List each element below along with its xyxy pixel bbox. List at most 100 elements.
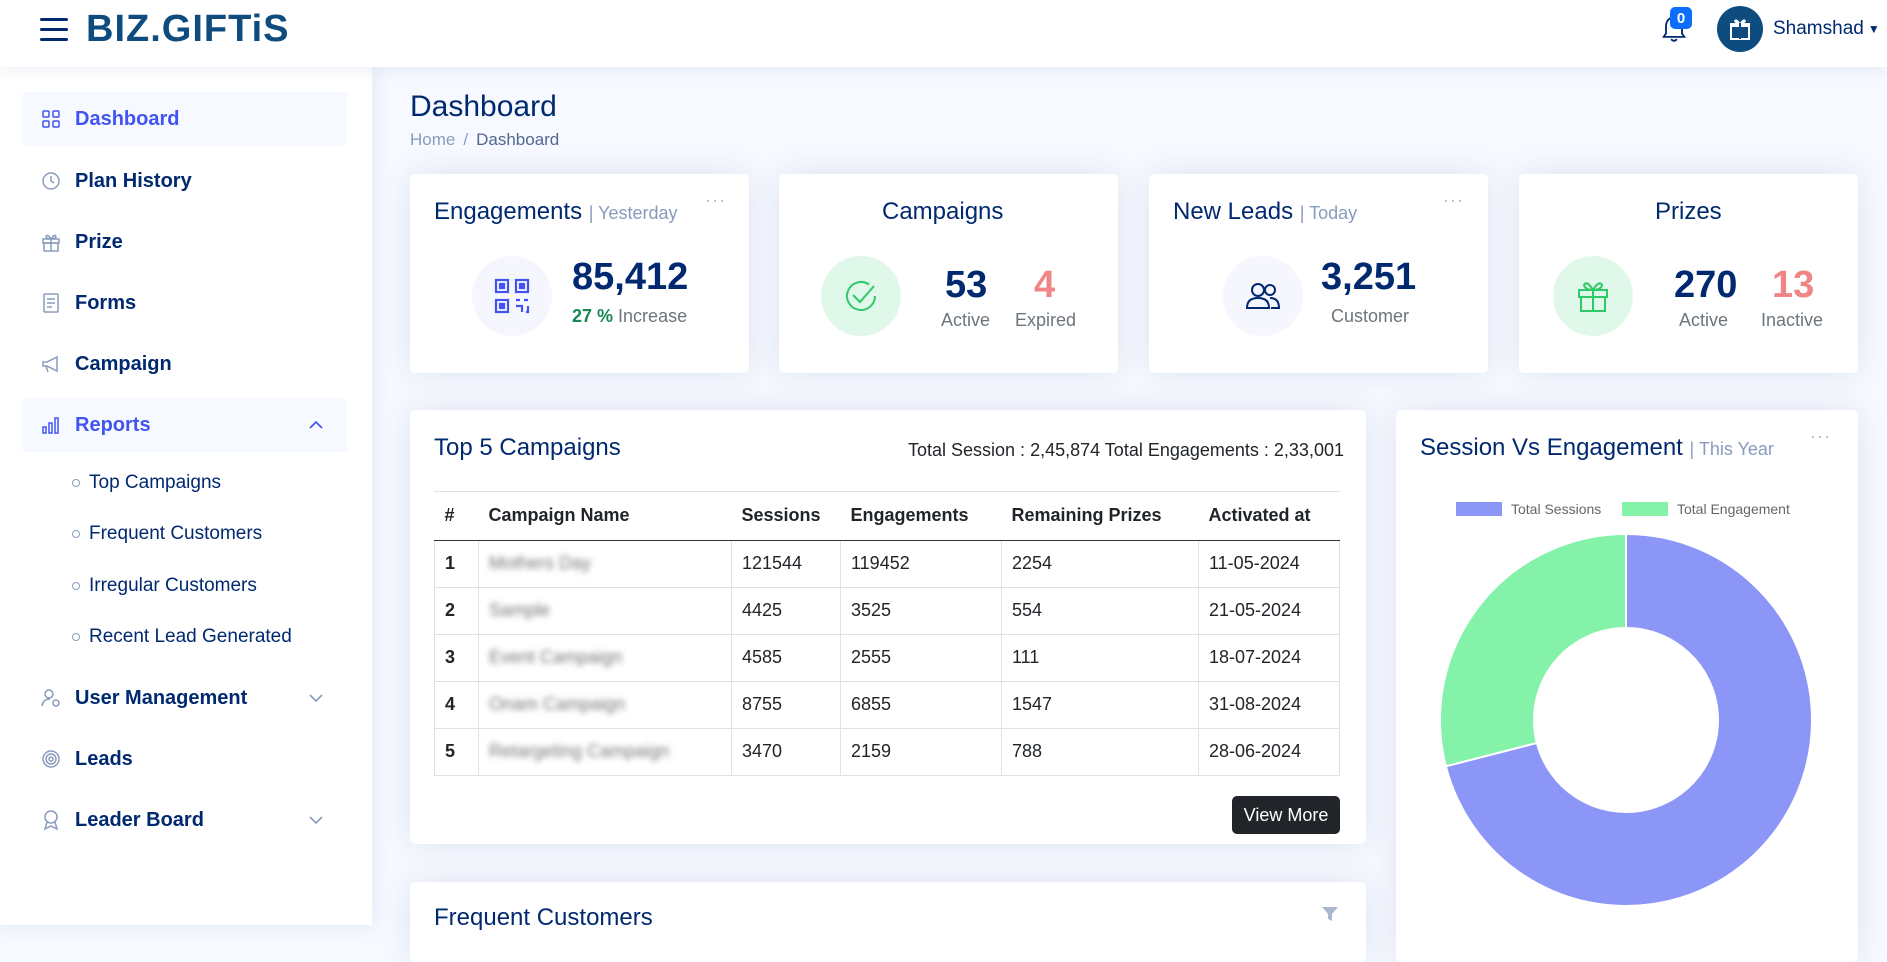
- avatar[interactable]: [1717, 6, 1763, 52]
- activated-at: 21-05-2024: [1198, 586, 1340, 635]
- prizes-inactive-label: Inactive: [1761, 310, 1824, 330]
- sidebar-item-reports[interactable]: Reports: [22, 398, 347, 452]
- sidebar-item-label: User Management: [75, 686, 248, 709]
- card-title: Engagements | Yesterday: [434, 198, 678, 226]
- activated-at: 31-08-2024: [1198, 680, 1340, 729]
- sidebar-subitem-label: Recent Lead Generated: [89, 626, 292, 647]
- column-header: Engagements: [840, 492, 1002, 541]
- sidebar-item-forms[interactable]: Forms: [22, 276, 347, 330]
- breadcrumb-home[interactable]: Home: [410, 130, 456, 149]
- megaphone-icon: [40, 353, 62, 375]
- more-options-icon[interactable]: ···: [705, 190, 726, 210]
- row-number: 1: [434, 539, 479, 588]
- caret-down-icon: ▼: [1867, 21, 1880, 36]
- target-icon: [40, 748, 62, 770]
- engagements-change-label: Increase: [618, 306, 688, 326]
- table-row: 3 Event Campaign 4585 2555 111 18-07-202…: [434, 633, 1340, 682]
- breadcrumb-current: Dashboard: [476, 130, 560, 149]
- card-title-text: Engagements: [434, 198, 583, 225]
- circle-icon: [72, 530, 80, 538]
- user-name: Shamshad: [1773, 18, 1864, 39]
- table-row: 1 Mothers Day 121544 119452 2254 11-05-2…: [434, 539, 1340, 588]
- sidebar-item-label: Reports: [75, 413, 151, 436]
- row-number: 4: [434, 680, 479, 729]
- sidebar-item-prize[interactable]: Prize: [22, 215, 347, 269]
- top-campaigns-table: # Campaign Name Sessions Engagements Rem…: [434, 492, 1340, 776]
- activated-at: 28-06-2024: [1198, 727, 1340, 776]
- check-circle-icon: [821, 256, 901, 336]
- campaigns-active-label: Active: [941, 310, 991, 330]
- sidebar-item-label: Dashboard: [75, 107, 180, 130]
- sidebar-item-leads[interactable]: Leads: [22, 732, 347, 786]
- sidebar-item-dashboard[interactable]: Dashboard: [22, 92, 347, 146]
- session-engagement-card: Session Vs Engagement | This Year ··· To…: [1396, 410, 1858, 962]
- card-subtitle: | Today: [1299, 203, 1358, 223]
- prizes-active-label: Active: [1679, 310, 1729, 330]
- filter-icon[interactable]: [1320, 904, 1340, 924]
- more-options-icon[interactable]: ···: [1443, 190, 1464, 210]
- sidebar-subitem-label: Frequent Customers: [89, 523, 263, 544]
- donut-slice-total-engagement[interactable]: [1439, 532, 1627, 768]
- column-header: Campaign Name: [478, 492, 732, 541]
- sidebar-item-label: Forms: [75, 291, 137, 314]
- table-row: 2 Sample 4425 3525 554 21-05-2024: [434, 586, 1340, 635]
- card-title: Session Vs Engagement | This Year: [1420, 434, 1774, 462]
- circle-icon: [72, 479, 80, 487]
- campaigns-expired-label: Expired: [1015, 310, 1077, 330]
- logo[interactable]: BIZ.GIFTiS: [86, 8, 290, 50]
- sessions: 4585: [731, 633, 841, 682]
- user-menu[interactable]: Shamshad ▼: [1773, 18, 1880, 40]
- campaign-name: Onam Campaign: [478, 680, 732, 729]
- table-row: 4 Onam Campaign 8755 6855 1547 31-08-202…: [434, 680, 1340, 729]
- legend-swatch: [1456, 502, 1502, 516]
- gift-avatar-icon: [1730, 19, 1750, 40]
- card-title: Campaigns: [882, 198, 1004, 225]
- sidebar-item-plan-history[interactable]: Plan History: [22, 154, 347, 208]
- more-options-icon[interactable]: ···: [1810, 426, 1831, 446]
- column-header: Activated at: [1198, 492, 1340, 541]
- chevron-down-icon: [309, 694, 323, 703]
- chart-legend-item: Total Engagement: [1622, 501, 1790, 517]
- remaining-prizes: 554: [1001, 586, 1199, 635]
- gift-icon: [1553, 256, 1633, 336]
- chart-legend-item: Total Sessions: [1456, 501, 1601, 517]
- engagements-card: Engagements | Yesterday ··· 85,412 27 % …: [410, 174, 749, 373]
- column-header: Remaining Prizes: [1001, 492, 1199, 541]
- campaigns-active-value: 53: [945, 264, 988, 306]
- sidebar: Dashboard Plan History Prize Forms Campa…: [0, 67, 372, 925]
- campaign-name: Sample: [478, 586, 732, 635]
- donut-slice-total-sessions[interactable]: [1444, 532, 1813, 907]
- view-more-button[interactable]: View More: [1232, 796, 1340, 834]
- sidebar-item-user-management[interactable]: User Management: [22, 671, 347, 725]
- sidebar-subitem-irregular-customers[interactable]: Irregular Customers: [72, 575, 257, 597]
- sidebar-item-leader-board[interactable]: Leader Board: [22, 793, 347, 847]
- clock-icon: [40, 170, 62, 192]
- divider: [434, 491, 1340, 492]
- card-subtitle: | Yesterday: [588, 203, 678, 223]
- notification-badge: 0: [1670, 7, 1692, 29]
- column-header: Sessions: [731, 492, 841, 541]
- sidebar-subitem-recent-lead-generated[interactable]: Recent Lead Generated: [72, 626, 292, 648]
- engagements-change: 27 % Increase: [572, 306, 687, 327]
- menu-toggle-icon[interactable]: [40, 18, 68, 42]
- campaign-totals: Total Session : 2,45,874 Total Engagemen…: [908, 440, 1344, 460]
- breadcrumb-separator: /: [463, 130, 469, 149]
- frequent-customers-title: Frequent Customers: [434, 904, 653, 931]
- sidebar-subitem-top-campaigns[interactable]: Top Campaigns: [72, 472, 221, 494]
- campaign-name: Event Campaign: [478, 633, 732, 682]
- sidebar-item-campaign[interactable]: Campaign: [22, 337, 347, 391]
- sidebar-item-label: Leads: [75, 747, 133, 770]
- chevron-down-icon: [309, 816, 323, 825]
- row-number: 3: [434, 633, 479, 682]
- frequent-customers-card: Frequent Customers: [410, 882, 1366, 962]
- sidebar-subitem-label: Irregular Customers: [89, 575, 257, 596]
- grid-icon: [40, 108, 62, 130]
- legend-label: Total Sessions: [1511, 501, 1602, 517]
- sidebar-item-label: Campaign: [75, 352, 172, 375]
- bar-chart-icon: [40, 414, 62, 436]
- sidebar-subitem-frequent-customers[interactable]: Frequent Customers: [72, 523, 262, 545]
- activated-at: 18-07-2024: [1198, 633, 1340, 682]
- prizes-active-value: 270: [1674, 264, 1738, 306]
- sessions: 8755: [731, 680, 841, 729]
- column-header: #: [434, 492, 479, 541]
